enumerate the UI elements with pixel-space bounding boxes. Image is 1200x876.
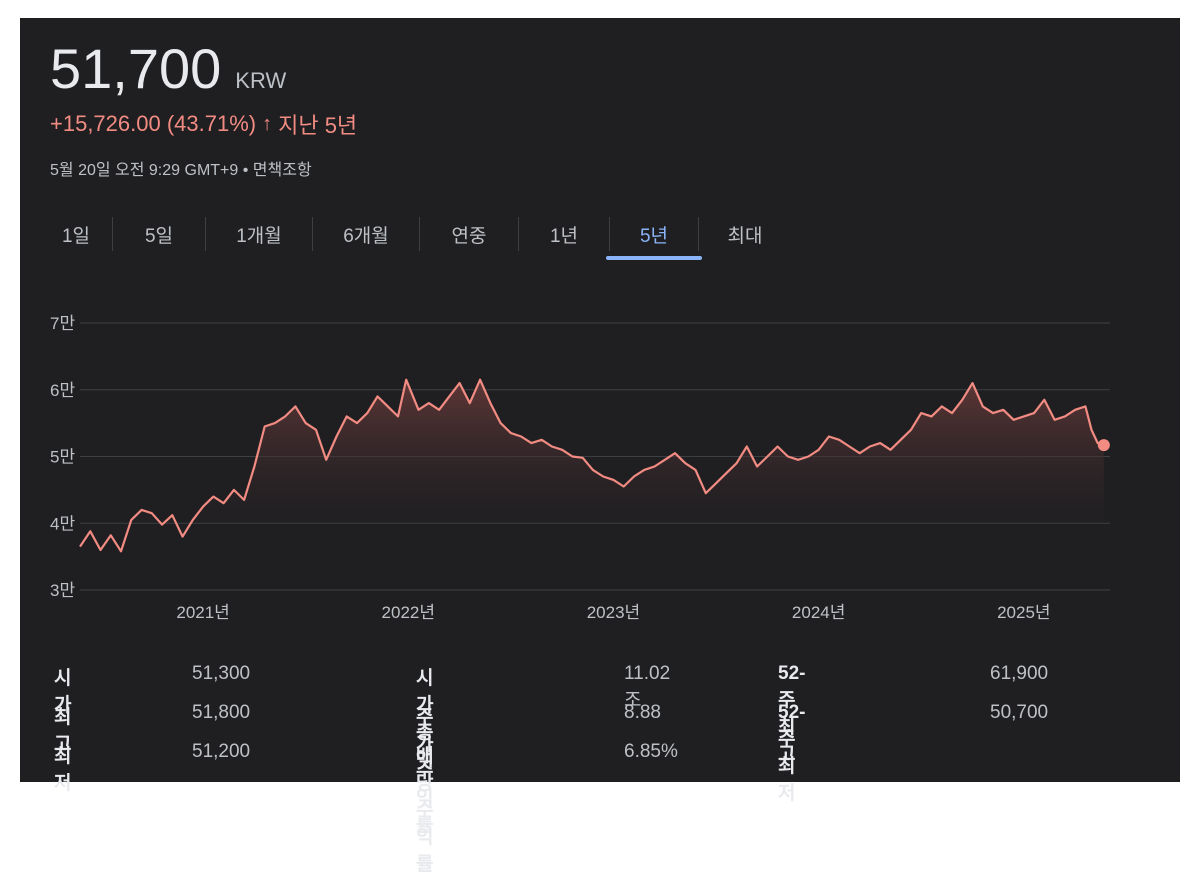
- price-chart[interactable]: 7만 6만 5만 4만 3만 2021년 2022년 2023년 2024년 2025년: [20, 18, 1180, 638]
- stat-dividend-value: 6.85%: [624, 741, 678, 762]
- y-tick-label: 7만: [50, 314, 75, 333]
- stat-52w-high-value: 61,900: [990, 663, 1049, 684]
- y-tick-label: 5만: [50, 448, 75, 467]
- change-row: +15,726.00 (43.71%) ↑ 지난 5년: [50, 108, 357, 140]
- stat-52w-high-label: 52-주 최고: [778, 663, 806, 765]
- arrow-up-icon: ↑: [262, 112, 273, 135]
- current-price: 51,700: [50, 37, 222, 100]
- tab-6m[interactable]: 6개월: [343, 225, 389, 247]
- stock-panel: 51,700 KRW +15,726.00 (43.71%) ↑ 지난 5년 5…: [20, 18, 1180, 875]
- tab-divider: [609, 217, 610, 251]
- tab-1y[interactable]: 1년: [549, 225, 579, 247]
- stat-open-value: 51,300: [192, 663, 251, 684]
- y-tick-label: 4만: [50, 514, 75, 533]
- tab-5d[interactable]: 5일: [144, 225, 174, 247]
- x-tick-label: 2025년: [997, 603, 1050, 622]
- last-price-dot[interactable]: [1097, 439, 1110, 452]
- tab-ytd[interactable]: 연중: [451, 225, 487, 247]
- price-line: [79, 378, 1105, 553]
- price-row: 51,700 KRW: [50, 36, 286, 101]
- currency-label: KRW: [235, 68, 287, 93]
- range-tabs: 1일 5일 1개월 6개월 연중 1년 5년 최대: [40, 212, 791, 260]
- stat-high-value: 51,800: [192, 702, 251, 723]
- stat-dividend-label: 배당수익률: [416, 746, 434, 875]
- tab-divider: [312, 217, 313, 251]
- tab-divider: [112, 217, 113, 251]
- stat-open-label: 시가: [54, 668, 72, 716]
- tab-divider: [419, 217, 420, 251]
- period-label: 지난 5년: [278, 113, 358, 138]
- tab-divider: [698, 217, 699, 251]
- x-tick-label: 2022년: [382, 603, 435, 622]
- tab-1m[interactable]: 1개월: [236, 225, 282, 247]
- stat-high-label: 최고: [54, 707, 72, 755]
- stat-52w-low-value: 50,700: [990, 702, 1049, 723]
- tab-divider: [518, 217, 519, 251]
- stat-low-value: 51,200: [192, 741, 251, 762]
- x-tick-label: 2023년: [587, 603, 640, 622]
- stat-market-cap-label: 시가총액: [416, 668, 434, 770]
- tab-divider: [205, 217, 206, 251]
- stat-pe-value: 8.88: [624, 702, 661, 723]
- x-tick-label: 2021년: [176, 603, 229, 622]
- stat-low-label: 최저: [54, 746, 72, 794]
- tab-1d[interactable]: 1일: [61, 225, 91, 247]
- tab-5y[interactable]: 5년: [606, 216, 702, 260]
- timestamp-disclaimer[interactable]: 5월 20일 오전 9:29 GMT+9 • 면책조항: [50, 162, 312, 179]
- y-tick-label: 3만: [50, 581, 75, 600]
- y-tick-label: 6만: [50, 381, 75, 400]
- x-tick-label: 2024년: [792, 603, 845, 622]
- tab-max[interactable]: 최대: [727, 225, 763, 247]
- price-area: [80, 379, 1104, 552]
- stat-52w-low-label: 52-주 최저: [778, 702, 806, 804]
- stat-market-cap-value: 11.02조: [624, 663, 671, 711]
- price-change: +15,726.00 (43.71%): [50, 111, 257, 136]
